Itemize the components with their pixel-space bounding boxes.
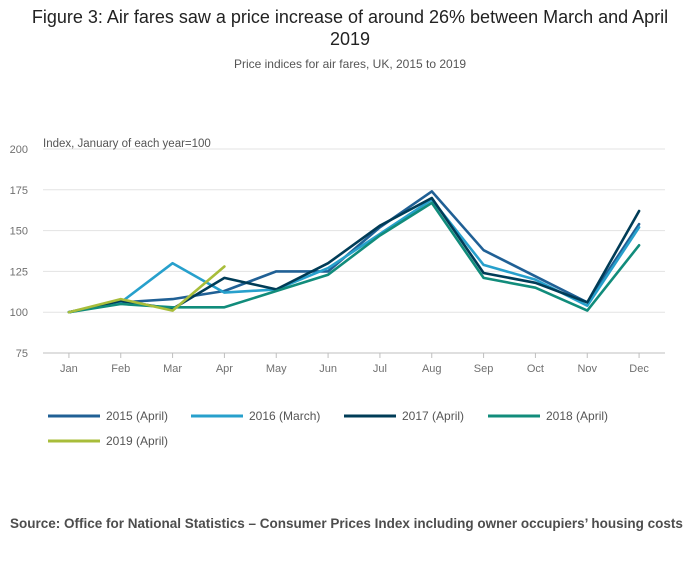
legend-label: 2019 (April) — [106, 434, 168, 448]
legend-item: 2017 (April) — [344, 409, 464, 423]
y-tick-label: 100 — [10, 307, 28, 319]
y-tick-label: 200 — [10, 144, 28, 156]
x-tick-label: Jan — [60, 363, 78, 375]
legend-item: 2015 (April) — [48, 409, 168, 423]
y-axis-label: Index, January of each year=100 — [43, 138, 211, 150]
legend-label: 2017 (April) — [402, 409, 464, 423]
legend-label: 2015 (April) — [106, 409, 168, 423]
x-tick-label: Oct — [527, 363, 544, 375]
legend-label: 2018 (April) — [546, 409, 608, 423]
x-tick-label: Mar — [163, 363, 182, 375]
x-tick-label: Dec — [629, 363, 649, 375]
legend-item: 2016 (March) — [191, 409, 320, 423]
line-chart: Index, January of each year=100 75 100 125… — [10, 138, 665, 448]
series-lines — [67, 190, 641, 314]
series-line — [67, 265, 226, 314]
x-tick-label: Aug — [422, 363, 442, 375]
legend-item: 2018 (April) — [488, 409, 608, 423]
x-axis: Jan Feb Mar Apr May Jun Jul Aug Sep Oct Nov Dec — [43, 352, 665, 375]
y-tick-label: 125 — [10, 266, 28, 278]
x-tick-label: Feb — [111, 363, 130, 375]
x-tick-label: Sep — [474, 363, 494, 375]
legend: 2015 (April) 2016 (March) 2017 (April) 2018… — [48, 409, 608, 448]
y-tick-label: 150 — [10, 226, 28, 238]
y-tick-label: 175 — [10, 185, 28, 197]
x-tick-label: Jun — [319, 363, 337, 375]
series-line — [67, 190, 641, 314]
legend-label: 2016 (March) — [249, 409, 320, 423]
y-tick-label: 75 — [16, 348, 28, 360]
gridlines — [43, 148, 665, 313]
x-tick-label: Nov — [577, 363, 597, 375]
x-tick-label: Apr — [216, 363, 233, 375]
source-note: Source: Office for National Statistics –… — [10, 516, 683, 531]
series-line — [67, 201, 641, 314]
x-tick-label: Jul — [373, 363, 387, 375]
chart-subtitle: Price indices for air fares, UK, 2015 to… — [233, 57, 467, 71]
legend-item: 2019 (April) — [48, 434, 168, 448]
x-tick-label: May — [266, 363, 287, 375]
chart-title: Figure 3: Air fares saw a price increase… — [31, 7, 669, 49]
series-line — [67, 198, 641, 314]
y-axis: 75 100 125 150 175 200 — [10, 144, 28, 360]
